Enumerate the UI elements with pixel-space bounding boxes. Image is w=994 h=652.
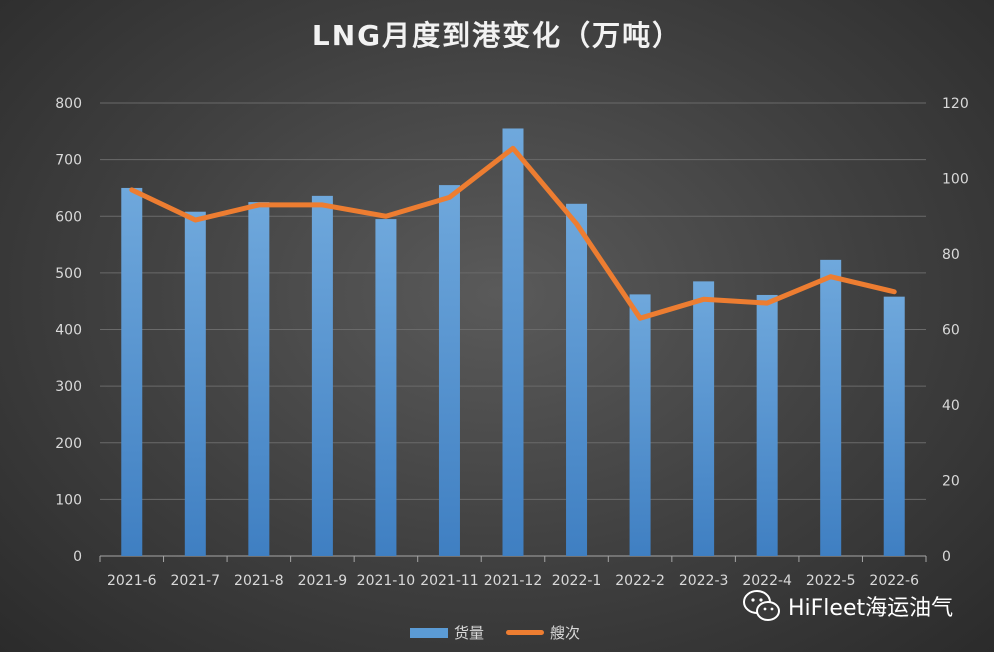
legend-label-line: 艘次: [550, 624, 581, 642]
y-left-tick-label: 200: [55, 436, 82, 452]
y-right-tick-label: 120: [942, 96, 969, 112]
bar: [184, 211, 206, 556]
line-point: [257, 203, 261, 207]
x-tick-label: 2021-12: [484, 573, 543, 589]
legend-label-bar: 货量: [454, 624, 485, 642]
line-point: [892, 290, 896, 294]
bar: [121, 187, 143, 556]
wechat-icon: [743, 590, 780, 621]
watermark-text: HiFleet海运油气: [788, 596, 954, 621]
y-left-tick-label: 0: [73, 549, 82, 565]
x-tick-label: 2022-1: [552, 573, 602, 589]
x-tick-label: 2022-6: [869, 573, 919, 589]
bar: [756, 294, 778, 556]
x-tick-label: 2021-7: [171, 573, 221, 589]
line-point: [702, 297, 706, 301]
bar: [248, 202, 270, 556]
x-tick-label: 2021-11: [420, 573, 479, 589]
y-left-tick-label: 800: [55, 96, 82, 112]
watermark: HiFleet海运油气: [742, 588, 953, 624]
line-point: [829, 275, 833, 279]
bar: [375, 219, 397, 557]
y-right-tick-label: 80: [942, 247, 960, 263]
chart-title: LNG月度到港变化（万吨）: [311, 19, 683, 52]
bar: [311, 195, 333, 557]
x-tick-label: 2021-8: [234, 573, 284, 589]
x-tick-label: 2022-4: [742, 573, 792, 589]
legend-swatch-line: [506, 630, 545, 635]
y-right-tick-label: 100: [942, 172, 969, 188]
line-point: [193, 218, 197, 222]
y-right-tick-label: 0: [942, 549, 951, 565]
x-tick-label: 2021-6: [107, 573, 157, 589]
x-tick-label: 2021-9: [298, 573, 348, 589]
bar: [629, 294, 651, 556]
legend: 货量 艘次: [410, 622, 580, 643]
x-tick-label: 2022-3: [679, 573, 729, 589]
bar: [883, 296, 905, 556]
bar: [820, 259, 842, 556]
x-tick-label: 2022-5: [806, 573, 856, 589]
x-tick-label: 2022-2: [615, 573, 665, 589]
bar: [566, 203, 588, 557]
line-point: [130, 188, 134, 192]
y-left-tick-label: 300: [55, 379, 82, 395]
line-point: [511, 146, 515, 150]
y-right-tick-label: 20: [942, 474, 960, 490]
line-point: [575, 222, 579, 226]
line-point: [384, 214, 388, 218]
y-left-tick-label: 500: [55, 266, 82, 282]
line-point: [765, 301, 769, 305]
bar: [693, 281, 715, 556]
bar: [502, 128, 524, 556]
line-point: [638, 316, 642, 320]
bar: [438, 185, 460, 556]
line-point: [447, 195, 451, 199]
y-left-tick-label: 400: [55, 323, 82, 339]
legend-swatch-bar: [410, 627, 448, 638]
x-tick-label: 2021-10: [357, 573, 416, 589]
line-point: [320, 203, 324, 207]
y-left-tick-label: 700: [55, 153, 82, 169]
y-right-tick-label: 60: [942, 323, 960, 339]
y-left-tick-label: 100: [55, 492, 82, 508]
y-left-tick-label: 600: [55, 209, 82, 225]
y-right-tick-label: 40: [942, 398, 960, 414]
